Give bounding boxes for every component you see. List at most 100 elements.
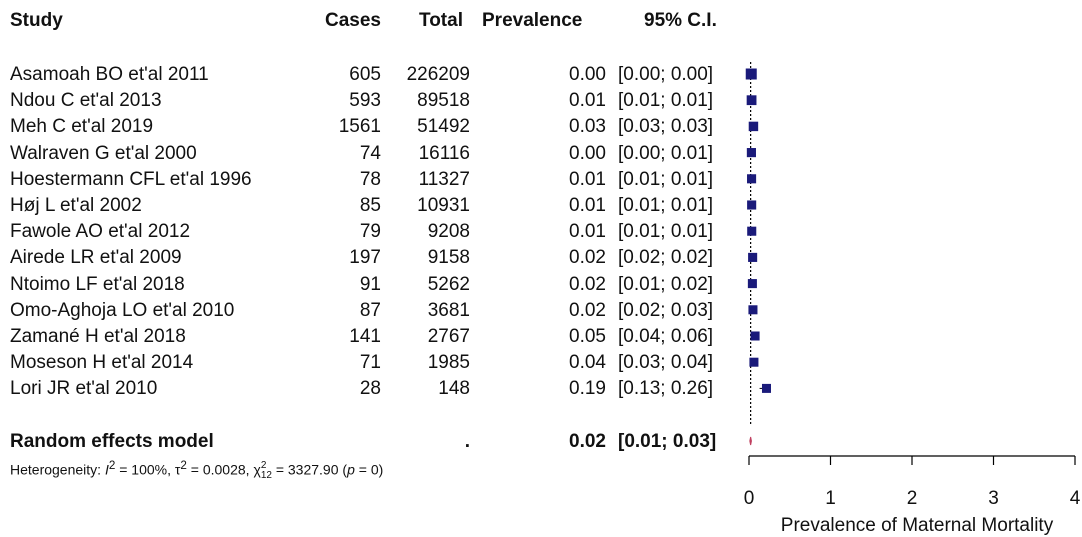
cell-prevalence: 0.03: [569, 116, 606, 138]
cell-prevalence: 0.02: [569, 273, 606, 295]
x-tick-label: 3: [988, 488, 999, 509]
cell-cases: 74: [359, 142, 381, 164]
study-box: [745, 68, 757, 80]
het-chi-sup: 2: [260, 459, 267, 471]
study-box: [749, 357, 759, 367]
cell-ci: [0.00; 0.00]: [618, 64, 714, 85]
study-row: Lori JR et'al 2010 28 148 0.19 [0.13; 0.26]: [0, 376, 745, 402]
summary-row: Random effects model. 0.02 [0.01; 0.03]: [0, 429, 745, 455]
cell-total: 51492: [417, 116, 470, 138]
header-study: Study: [10, 10, 63, 31]
cell-total: 9208: [427, 221, 470, 243]
cell-prevalence: 0.19: [569, 378, 606, 400]
study-row: Asamoah BO et'al 2011 605 226209 0.00 [0.00;…: [0, 62, 745, 88]
x-tick-label: 1: [825, 488, 836, 509]
x-axis-title: Prevalence of Maternal Mortality: [781, 515, 1054, 536]
x-tick-label: 4: [1070, 488, 1081, 509]
cell-ci: [0.01; 0.01]: [618, 221, 714, 243]
cell-ci: [0.02; 0.03]: [618, 299, 714, 321]
cell-prevalence: 0.01: [569, 195, 606, 216]
het-p-label: p: [347, 461, 355, 478]
het-tau-value: = 0.0028,: [186, 461, 254, 478]
het-tau-label: τ: [174, 461, 181, 478]
cell-total: 226209: [406, 64, 470, 85]
het-tau-sup: 2: [180, 459, 187, 472]
cell-total: 148: [438, 378, 470, 400]
het-i2-label: I: [104, 461, 109, 478]
header-ci: 95% C.I.: [644, 10, 717, 31]
study-box: [747, 226, 757, 236]
cell-ci: [0.02; 0.02]: [618, 247, 714, 269]
study-row: Airede LR et'al 2009 197 9158 0.02 [0.02; 0.…: [0, 245, 745, 271]
het-chi-value: = 3327.90 (: [271, 461, 348, 478]
het-i2-sup: 2: [108, 459, 116, 472]
het-chi-df: 12: [260, 469, 272, 481]
cell-ci: [0.13; 0.26]: [618, 378, 714, 400]
cell-cases: 141: [349, 326, 381, 347]
cell-study: Random effects model: [10, 431, 214, 452]
study-row: Fawole AO et'al 2012 79 9208 0.01 [0.01; 0.0…: [0, 219, 745, 245]
cell-cases: 593: [349, 90, 381, 112]
study-row: Høj L et'al 2002 85 10931 0.01 [0.01; 0.01]: [0, 193, 745, 219]
cell-total: 1985: [427, 352, 470, 374]
cell-prevalence: 0.01: [569, 221, 606, 243]
cell-total: 11327: [418, 168, 470, 190]
cell-prevalence: 0.00: [569, 142, 606, 164]
cell-cases: 605: [349, 64, 381, 85]
cell-total: 89518: [417, 90, 470, 112]
study-row: Zamané H et'al 2018 141 2767 0.05 [0.04; 0.0…: [0, 324, 745, 350]
cell-study: Meh C et'al 2019: [10, 116, 154, 138]
cell-study: Ntoimo LF et'al 2018: [10, 273, 185, 295]
study-row: Ndou C et'al 2013 593 89518 0.01 [0.01; 0.01…: [0, 88, 745, 114]
cell-ci: [0.03; 0.04]: [618, 352, 714, 374]
cell-cases: 91: [359, 273, 381, 295]
study-box: [761, 383, 771, 393]
header-cases: Cases: [325, 10, 381, 31]
study-row: Omo-Aghoja LO et'al 2010 87 3681 0.02 [0.02;…: [0, 298, 745, 324]
cell-prevalence: 0.00: [569, 64, 606, 85]
cell-study: Høj L et'al 2002: [10, 195, 142, 216]
het-i2-value: = 100%,: [115, 461, 175, 478]
cell-prevalence: 0.01: [569, 90, 606, 112]
cell-total: 3681: [427, 299, 470, 321]
cell-ci: [0.01; 0.01]: [618, 90, 714, 112]
cell-ci: [0.00; 0.01]: [618, 142, 714, 164]
cell-total: .: [464, 431, 470, 452]
study-box: [748, 305, 758, 315]
study-box: [748, 121, 759, 132]
header-prevalence: Prevalence: [482, 10, 583, 31]
cell-total: 10931: [417, 195, 470, 216]
study-row: Ntoimo LF et'al 2018 91 5262 0.02 [0.01; 0.0…: [0, 272, 745, 298]
cell-prevalence: 0.02: [569, 247, 606, 269]
study-row: Moseson H et'al 2014 71 1985 0.04 [0.03; 0.0…: [0, 350, 745, 376]
cell-cases: 87: [359, 299, 381, 321]
cell-study: Moseson H et'al 2014: [10, 352, 194, 374]
cell-ci: [0.01; 0.03]: [618, 431, 717, 452]
cell-ci: [0.01; 0.02]: [618, 273, 714, 295]
study-row: Hoestermann CFL et'al 1996 78 11327 0.01 [0.…: [0, 167, 745, 193]
cell-study: Ndou C et'al 2013: [10, 90, 162, 112]
cell-total: 9158: [427, 247, 470, 269]
cell-study: Asamoah BO et'al 2011: [10, 64, 209, 85]
cell-prevalence: 0.01: [569, 168, 606, 190]
cell-cases: 85: [359, 195, 381, 216]
cell-study: Hoestermann CFL et'al 1996: [10, 168, 252, 190]
cell-study: Zamané H et'al 2018: [10, 326, 186, 347]
het-prefix: Heterogeneity:: [10, 461, 105, 478]
cell-study: Omo-Aghoja LO et'al 2010: [10, 299, 235, 321]
cell-cases: 71: [359, 352, 381, 374]
study-box: [746, 148, 756, 158]
cell-prevalence: 0.04: [569, 352, 606, 374]
study-row: Meh C et'al 2019 1561 51492 0.03 [0.03; 0.03…: [0, 114, 745, 140]
cell-total: 5262: [427, 273, 470, 295]
cell-study: Walraven G et'al 2000: [10, 142, 197, 164]
study-box: [750, 331, 760, 341]
study-box: [747, 279, 757, 289]
header-total: Total: [419, 10, 463, 31]
cell-study: Lori JR et'al 2010: [10, 378, 158, 400]
cell-cases: 197: [349, 247, 381, 269]
x-tick-label: 2: [907, 488, 918, 509]
study-box: [747, 174, 757, 184]
het-chi-label: χ: [253, 461, 261, 478]
cell-prevalence: 0.02: [569, 431, 606, 452]
